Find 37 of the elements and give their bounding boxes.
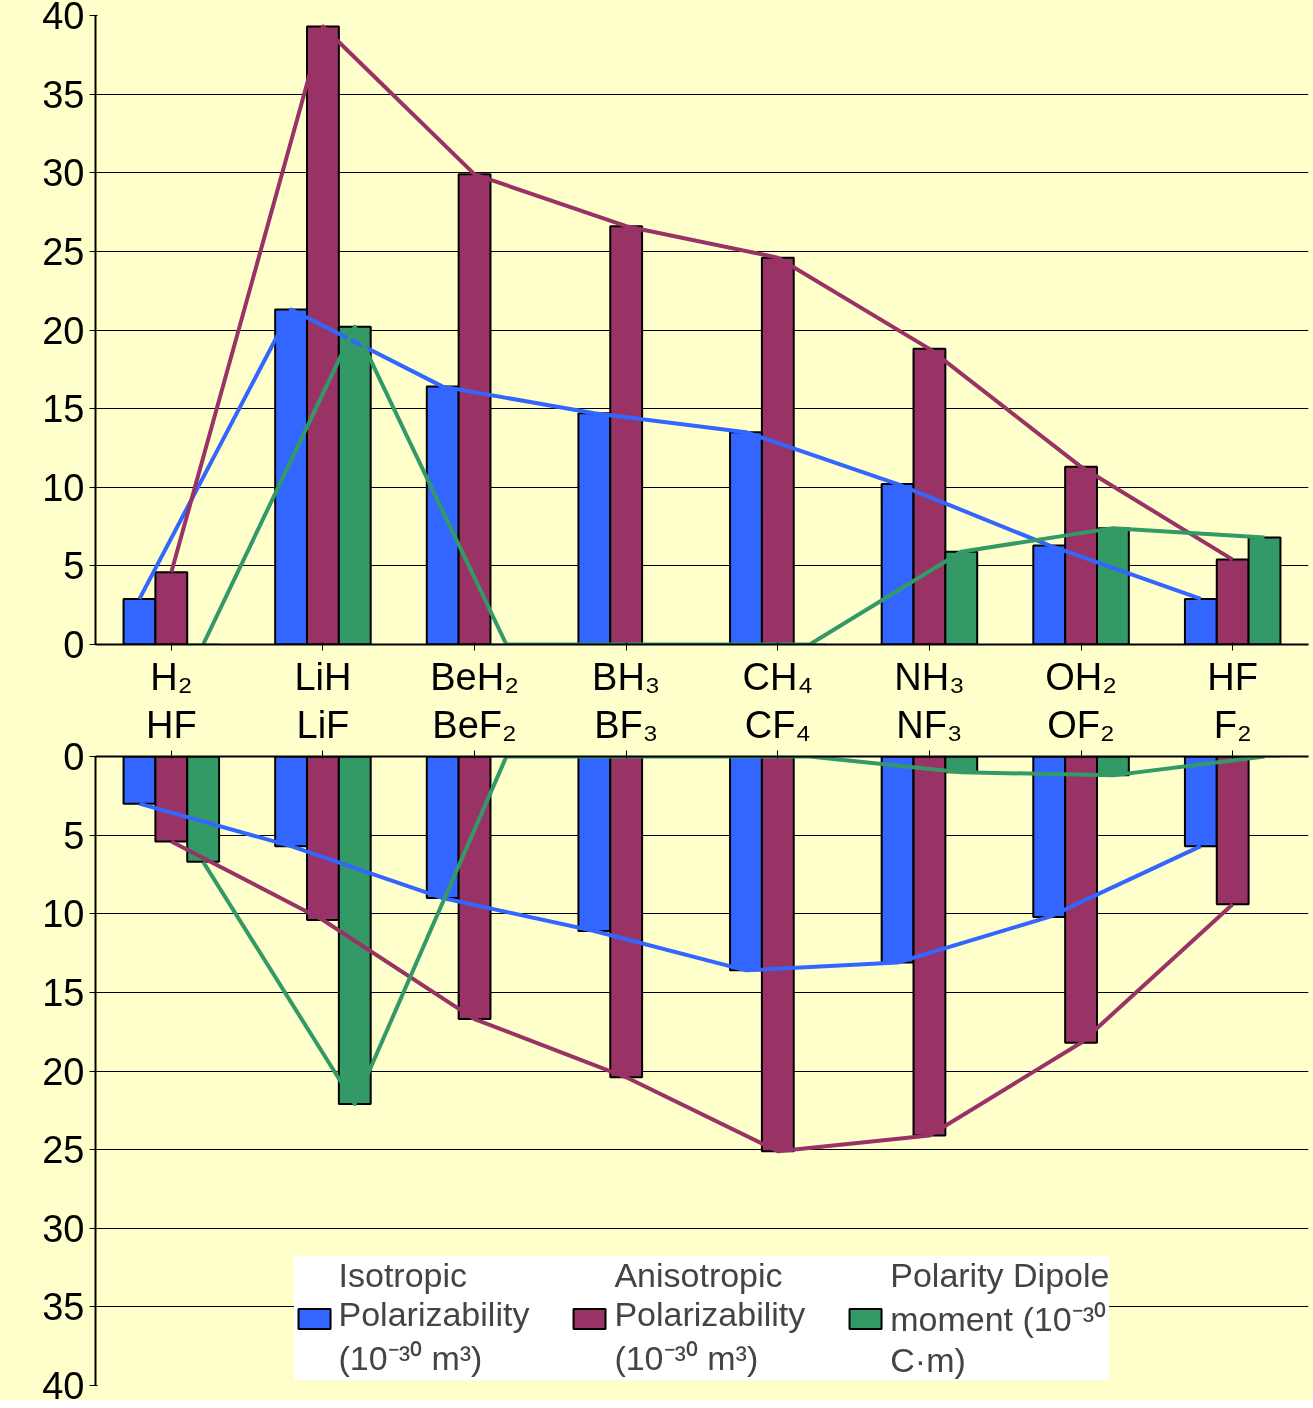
y-tick-label: 20 — [42, 309, 85, 352]
y-tick-label: 5 — [63, 545, 85, 588]
x-tick-label: NF₃ — [896, 703, 963, 746]
y-tick-label: 35 — [42, 1286, 85, 1329]
y-tick-label: 15 — [42, 388, 85, 431]
x-tick-label: BH₃ — [592, 655, 661, 698]
x-tick-label: BeF₂ — [432, 703, 517, 746]
x-tick-label: H₂ — [150, 655, 193, 698]
x-tick-label: CH₄ — [742, 655, 814, 698]
legend-label: Polarity Dipole moment (10⁻³⁰ C·m) — [890, 1256, 1110, 1380]
y-tick-label: 15 — [42, 971, 85, 1014]
x-tick-label: BF₃ — [594, 703, 659, 746]
x-tick-label: HF — [145, 703, 197, 746]
y-tick-label: 0 — [63, 624, 85, 666]
y-tick-label: 25 — [42, 230, 85, 273]
y-tick-label: 35 — [42, 73, 85, 116]
x-tick-label: F₂ — [1213, 703, 1252, 746]
y-tick-label: 20 — [42, 1050, 85, 1093]
x-tick-label: NH₃ — [894, 655, 965, 698]
y-tick-label: 0 — [63, 736, 85, 778]
x-tick-label: BeH₂ — [430, 655, 519, 698]
x-tick-label: OF₂ — [1047, 703, 1115, 746]
y-tick-label: 10 — [42, 466, 85, 509]
x-tick-label: LiF — [296, 703, 350, 746]
y-tick-label: 10 — [42, 893, 85, 936]
y-tick-label: 40 — [42, 0, 85, 37]
x-tick-label: CF₄ — [744, 703, 811, 746]
x-tick-label: LiH — [294, 655, 352, 698]
y-tick-label: 5 — [63, 814, 85, 857]
legend-label: Anisotropic Polarizability (10⁻³⁰ m³) — [614, 1256, 806, 1379]
x-tick-label: HF — [1207, 655, 1259, 698]
y-tick-label: 25 — [42, 1129, 85, 1172]
legend-label: Isotropic Polarizability (10⁻³⁰ m³) — [338, 1256, 530, 1379]
x-tick-label: OH₂ — [1045, 655, 1117, 698]
y-tick-label: 30 — [42, 1207, 85, 1250]
y-tick-label: 40 — [42, 1365, 85, 1407]
y-tick-label: 30 — [42, 152, 85, 195]
